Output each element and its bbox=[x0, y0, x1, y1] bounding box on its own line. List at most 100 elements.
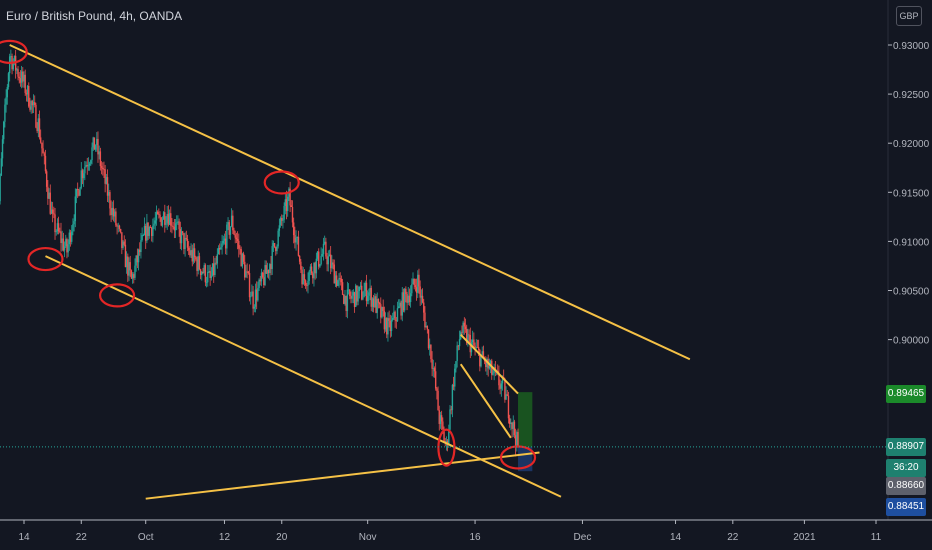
candle-body bbox=[30, 101, 32, 110]
candle-body bbox=[471, 339, 474, 343]
candle-body bbox=[122, 241, 124, 248]
candle-body bbox=[18, 76, 20, 79]
candle-body bbox=[315, 258, 318, 274]
highlight-marker[interactable] bbox=[98, 283, 136, 308]
trendline-wedge-top[interactable] bbox=[460, 333, 519, 395]
candle-body bbox=[347, 289, 350, 291]
candle-body bbox=[123, 241, 125, 245]
candle-body bbox=[97, 138, 99, 155]
candle-body bbox=[360, 285, 363, 300]
time-axis[interactable]: 14 22 Oct 12 20 Nov 16 Dec 14 22 2021 11 bbox=[18, 520, 882, 543]
highlight-marker[interactable] bbox=[27, 246, 64, 272]
candle-body bbox=[140, 240, 142, 253]
candle-body bbox=[273, 243, 276, 248]
candle-body bbox=[333, 264, 335, 284]
currency-badge[interactable]: GBP bbox=[896, 6, 922, 26]
highlight-marker[interactable] bbox=[263, 170, 300, 195]
symbol-title[interactable]: Euro / British Pound, 4h, OANDA bbox=[6, 9, 183, 23]
highlight-marker[interactable] bbox=[437, 428, 456, 467]
candle-body bbox=[25, 92, 28, 95]
candle-body bbox=[35, 104, 37, 128]
candle-body bbox=[32, 102, 35, 106]
candle-body bbox=[236, 239, 239, 241]
candle-body bbox=[462, 322, 464, 333]
candle-body bbox=[508, 418, 511, 425]
candle-body bbox=[121, 232, 123, 248]
candle-body bbox=[205, 282, 208, 284]
candle-body bbox=[45, 171, 48, 187]
candle-body bbox=[4, 104, 6, 122]
candle-body bbox=[173, 226, 176, 231]
candle-body bbox=[417, 274, 419, 293]
candle-body bbox=[265, 265, 267, 274]
candle-body bbox=[355, 285, 357, 307]
candle-body bbox=[468, 334, 470, 336]
trendline-upper-channel[interactable] bbox=[9, 44, 691, 361]
candle-body bbox=[454, 368, 456, 387]
candle-body bbox=[149, 227, 152, 228]
trendline-lower-channel[interactable] bbox=[45, 255, 562, 498]
trendline-rising-support[interactable] bbox=[145, 451, 540, 500]
candle-body bbox=[329, 254, 332, 269]
candle-body bbox=[125, 256, 128, 268]
candle-body bbox=[193, 248, 196, 258]
candle-body bbox=[230, 215, 233, 227]
highlight-marker[interactable] bbox=[0, 39, 28, 64]
candle-body bbox=[359, 285, 362, 287]
candle-body bbox=[71, 231, 73, 242]
candle-body bbox=[100, 166, 103, 168]
candle-body bbox=[377, 298, 380, 303]
candle-body bbox=[215, 262, 217, 264]
candle-body bbox=[374, 296, 376, 307]
candle-body bbox=[406, 293, 408, 303]
candle-body bbox=[388, 318, 390, 321]
candle-body bbox=[413, 278, 415, 286]
candle-body bbox=[106, 177, 109, 196]
candle-body bbox=[510, 422, 512, 425]
candle-body bbox=[99, 151, 102, 167]
candle-body bbox=[326, 256, 328, 265]
candle-body bbox=[150, 227, 153, 236]
candle-body bbox=[339, 278, 341, 279]
target-zone[interactable] bbox=[518, 392, 533, 447]
candle-body bbox=[72, 224, 74, 232]
candle-body bbox=[390, 319, 393, 331]
x-tick-label: 11 bbox=[871, 532, 882, 543]
candle-body bbox=[516, 432, 518, 448]
candle-body bbox=[467, 334, 469, 344]
candles bbox=[0, 49, 519, 457]
candle-body bbox=[234, 234, 236, 238]
candle-body bbox=[394, 311, 396, 321]
candle-body bbox=[296, 236, 298, 238]
candle-body bbox=[309, 266, 312, 272]
candle-body bbox=[492, 373, 494, 375]
candle-body bbox=[426, 325, 429, 330]
candle-body bbox=[432, 368, 434, 369]
candle-body bbox=[6, 87, 8, 98]
target-price-tag: 0.89465 bbox=[886, 385, 926, 403]
candle-body bbox=[419, 286, 421, 298]
candle-body bbox=[79, 187, 81, 196]
candle-body bbox=[279, 218, 282, 226]
candle-body bbox=[216, 254, 219, 264]
trendline-wedge-bottom[interactable] bbox=[459, 363, 512, 439]
candle-body bbox=[378, 302, 381, 305]
candle-body bbox=[203, 265, 205, 273]
candle-body bbox=[488, 366, 491, 369]
candle-body bbox=[332, 262, 334, 265]
x-tick-label: Dec bbox=[574, 532, 592, 543]
candle-body bbox=[287, 196, 289, 212]
candle-body bbox=[61, 238, 63, 244]
candle-body bbox=[117, 225, 119, 227]
last-price-tag: 0.88907 bbox=[886, 438, 926, 456]
price-axis[interactable]: 0.93000 0.92500 0.92000 0.91500 0.91000 0.905… bbox=[888, 41, 930, 347]
candle-body bbox=[285, 199, 288, 212]
candle-body bbox=[128, 262, 130, 276]
highlight-marker[interactable] bbox=[499, 445, 537, 470]
y-tick-label: 0.90000 bbox=[893, 336, 930, 347]
candle-body bbox=[371, 298, 374, 307]
candle-body bbox=[201, 271, 203, 276]
candle-body bbox=[420, 295, 423, 298]
trendlines bbox=[9, 44, 691, 500]
